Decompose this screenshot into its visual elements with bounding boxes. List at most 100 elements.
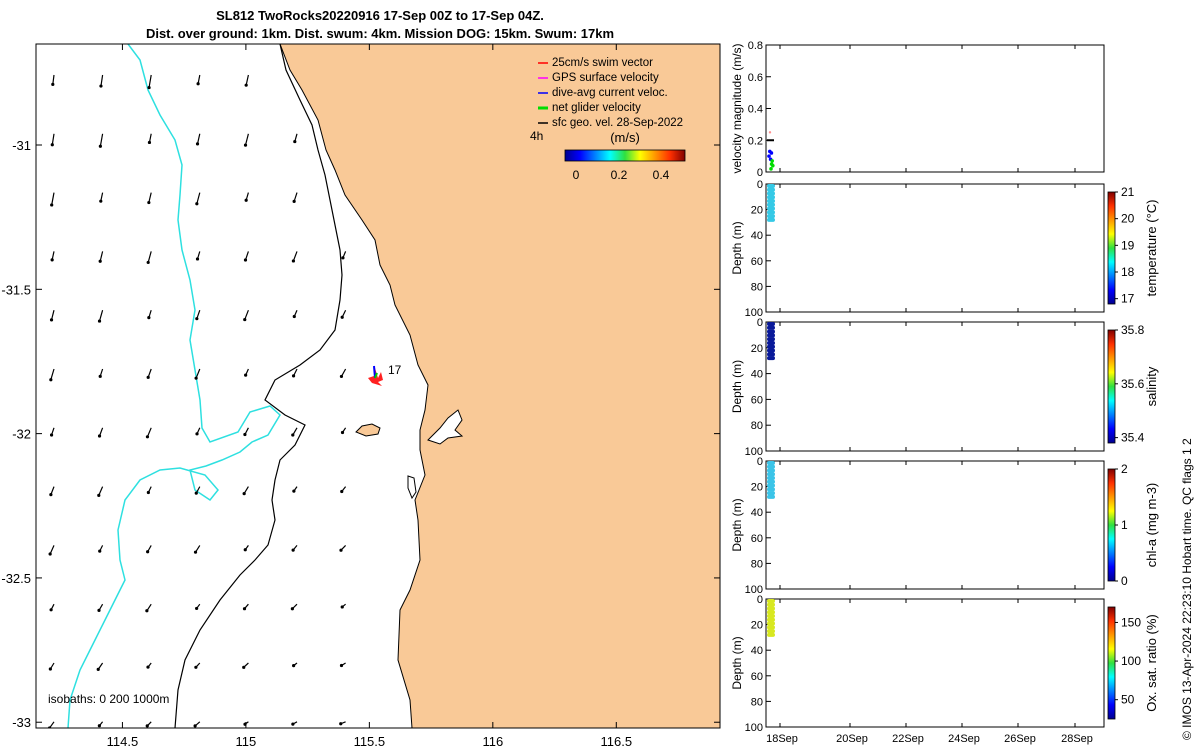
profile-sample xyxy=(767,629,775,633)
map-x-tick-label: 114.5 xyxy=(107,734,139,749)
panel-y-tick-label: 60 xyxy=(751,256,763,268)
velocity-arrow-head xyxy=(97,668,100,671)
colorbar-label: Ox. sat. ratio (%) xyxy=(1144,614,1159,712)
panel-y-tick-label: 0.6 xyxy=(748,72,763,84)
velocity-arrow-head xyxy=(194,666,197,669)
velocity-arrow-head xyxy=(341,316,344,319)
map-x-tick-label: 116.5 xyxy=(600,734,632,749)
velocity-arrow-head xyxy=(245,84,248,87)
velocity-arrow-head xyxy=(196,142,199,145)
velocity-arrow-head xyxy=(243,607,246,610)
profile-sample xyxy=(767,345,775,349)
velocity-arrow-head xyxy=(49,608,52,611)
colorbar-tick-label: 150 xyxy=(1121,615,1141,629)
velocity-arrow-head xyxy=(99,84,102,87)
velocity-arrow-head xyxy=(146,550,149,553)
velocity-arrow-head xyxy=(291,722,294,725)
velocity-arrow-head xyxy=(243,492,246,495)
legend-gps-velocity: GPS surface velocity xyxy=(552,72,659,84)
velocity-arrow-head xyxy=(98,434,101,437)
profile-sample xyxy=(767,491,775,495)
velocity-arrow-head xyxy=(245,199,248,202)
velocity-arrow-head xyxy=(98,319,101,322)
panel-x-tick-label: 28Sep xyxy=(1061,733,1093,745)
colorbar-tick-label: 0 xyxy=(1121,574,1128,588)
colorbar-tick-label: 19 xyxy=(1121,238,1135,252)
panel-y-tick-label: 40 xyxy=(751,369,763,381)
panel-y-tick-label: 0.2 xyxy=(748,135,763,147)
velocity-arrow-head xyxy=(146,665,149,668)
colorbar-tick-label: 50 xyxy=(1121,693,1135,707)
profile-sample xyxy=(767,188,775,192)
velocity-arrow-head xyxy=(293,200,296,203)
velocity-arrow-head xyxy=(195,492,198,495)
profile-sample xyxy=(767,199,775,203)
map-y-tick-label: -31 xyxy=(12,138,31,153)
velocity-arrow-head xyxy=(99,145,102,148)
velocity-arrow-head xyxy=(293,315,296,318)
velocity-arrow-head xyxy=(195,432,198,435)
dive-avg-point xyxy=(767,154,771,158)
velocity-arrow-head xyxy=(99,200,102,203)
profile-sample xyxy=(767,614,775,618)
panel-y-tick-label: 0 xyxy=(757,179,763,191)
profile-sample xyxy=(767,603,775,607)
panel-y-tick-label: 0 xyxy=(757,456,763,468)
profile-sample xyxy=(767,472,775,476)
duration-label: 4h xyxy=(530,129,543,143)
colorbar-label: salinity xyxy=(1144,366,1159,406)
profile-sample xyxy=(767,195,775,199)
velocity-arrow-head xyxy=(243,318,246,321)
velocity-arrow-head xyxy=(244,258,247,261)
panel-x-tick-label: 26Sep xyxy=(1004,733,1036,745)
profile-sample xyxy=(767,349,775,353)
velocity-arrow-head xyxy=(340,490,343,493)
panel-y-tick-label: 0 xyxy=(757,594,763,606)
colorbar-tick-label: 100 xyxy=(1121,654,1141,668)
profile-sample xyxy=(767,341,775,345)
velocity-arrow-head xyxy=(244,548,247,551)
profile-sample xyxy=(767,322,775,326)
panel-frame xyxy=(766,45,1104,172)
velocity-arrow-head xyxy=(51,143,54,146)
panel-temperature: 020406080100Depth (m)1718192021temperatu… xyxy=(730,179,1159,319)
profile-sample xyxy=(767,495,775,499)
panel-y-label: velocity magnitude (m/s) xyxy=(730,43,744,173)
panel-y-tick-label: 60 xyxy=(751,394,763,406)
map-x-tick-label: 115 xyxy=(236,734,257,749)
colorbar-unit: (m/s) xyxy=(610,130,640,145)
velocity-arrow-head xyxy=(146,724,149,727)
velocity-arrow-head xyxy=(49,667,52,670)
net-velocity-point xyxy=(769,167,773,171)
panel-y-tick-label: 40 xyxy=(751,230,763,242)
panel-colorbar xyxy=(1108,330,1115,443)
velocity-arrow-head xyxy=(243,433,246,436)
colorbar-tick: 0 xyxy=(573,168,580,182)
colorbar-tick-label: 17 xyxy=(1121,292,1135,306)
velocity-arrow-head xyxy=(49,493,52,496)
profile-sample xyxy=(767,607,775,611)
panel-velocity: 0 0.2 0.4 0.6 0.8 velocity magnitude (m/s) xyxy=(730,40,1104,179)
panel-x-tick-label: 24Sep xyxy=(948,733,980,745)
velocity-arrow-head xyxy=(99,375,102,378)
velocity-arrow-head xyxy=(195,607,198,610)
panel-y-tick-label: 20 xyxy=(751,205,763,217)
velocity-arrow-head xyxy=(50,203,53,206)
profile-sample xyxy=(767,622,775,626)
panel-x-tick-label: 20Sep xyxy=(836,733,868,745)
legend-net-glider-velocity: net glider velocity xyxy=(552,102,641,114)
colorbar-tick-label: 2 xyxy=(1121,462,1128,476)
panel-y-tick-label: 80 xyxy=(751,281,763,293)
map-panel: 114.5 115 115.5 116 116.5 -31-31.5-32-32.5-3… xyxy=(1,44,720,749)
panel-y-tick-label: 40 xyxy=(751,645,763,657)
profile-sample xyxy=(767,487,775,491)
velocity-arrow-head xyxy=(292,548,295,551)
profile-sample xyxy=(767,333,775,337)
velocity-arrow-head xyxy=(97,609,100,612)
profile-sample xyxy=(767,184,775,188)
velocity-arrow-head xyxy=(341,431,344,434)
panel-frame xyxy=(766,184,1104,312)
profile-sample xyxy=(767,352,775,356)
velocity-arrow-head xyxy=(50,318,53,321)
profile-sample xyxy=(767,218,775,222)
